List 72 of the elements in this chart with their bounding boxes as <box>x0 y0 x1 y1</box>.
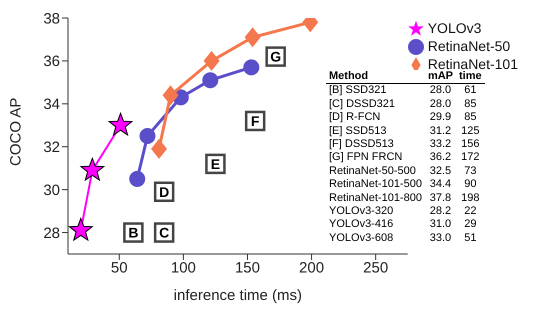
text: 172 <box>460 151 480 165</box>
x-tick-label: 150 <box>234 260 260 277</box>
annotation: RetinaNet-101-500 <box>328 178 423 192</box>
y-tick-label: 28 <box>43 224 60 242</box>
point <box>129 170 146 187</box>
text: 34.4 <box>428 178 452 192</box>
y-tick-label: 36 <box>43 53 60 70</box>
text: time <box>458 70 483 84</box>
point <box>243 59 260 76</box>
annotation: E <box>210 156 220 172</box>
y-tick-label: 30 <box>43 182 60 199</box>
point <box>108 112 132 136</box>
text: 33.2 <box>428 138 452 152</box>
text: 28.0 <box>428 84 452 98</box>
y-tick-label: 38 <box>43 10 60 28</box>
text: 22 <box>463 205 478 218</box>
x-axis-title: inference time (ms) <box>174 287 302 304</box>
x-tick-label: 250 <box>363 260 388 277</box>
text: 125 <box>460 124 480 138</box>
legend-label: RetinaNet-101 <box>428 56 518 72</box>
annotation: YOLOv3-608 <box>328 232 394 246</box>
text: 33.0 <box>428 232 452 246</box>
annotation: D <box>159 184 170 200</box>
annotation: [B] SSD321 <box>328 84 388 98</box>
text: 156 <box>460 138 480 152</box>
annotation: [E] SSD513 <box>328 124 388 138</box>
annotation: G <box>270 48 282 65</box>
point <box>204 50 220 71</box>
annotation: RetinaNet-50-500 <box>328 164 417 178</box>
annotation: YOLOv3-416 <box>328 218 394 232</box>
text: 90 <box>463 178 478 192</box>
annotation: Method <box>328 70 370 84</box>
annotation: [D] R-FCN <box>328 111 382 125</box>
annotation: [G] FPN FRCN <box>328 151 404 165</box>
point <box>80 158 104 181</box>
text: 31.2 <box>428 124 452 138</box>
text: 51 <box>463 232 478 246</box>
point <box>68 218 93 241</box>
text: 28.2 <box>428 205 452 218</box>
text: 36.2 <box>428 151 452 165</box>
annotation: F <box>250 112 260 129</box>
text: 198 <box>460 192 480 206</box>
text: 29.9 <box>428 111 452 125</box>
point <box>162 85 179 106</box>
legend-label: RetinaNet-50 <box>428 38 510 54</box>
text: 73 <box>463 164 478 178</box>
x-tick-label: 50 <box>110 260 128 277</box>
text: 85 <box>463 111 478 125</box>
annotation: [F] DSSD513 <box>328 138 395 152</box>
text: mAP <box>426 70 454 84</box>
annotation: RetinaNet-101-800 <box>328 192 423 206</box>
point <box>151 138 168 159</box>
text: 31.0 <box>428 218 452 232</box>
legend-label: YOLOv3 <box>428 20 482 36</box>
annotation: YOLOv3-320 <box>328 205 394 218</box>
y-tick-label: 32 <box>43 139 60 156</box>
annotation: [C] DSSD321 <box>328 98 396 112</box>
point <box>202 72 218 88</box>
x-tick-label: 100 <box>170 260 196 277</box>
annotation: C <box>159 224 170 241</box>
point <box>139 128 156 144</box>
text: 32.5 <box>428 164 452 178</box>
text: 29 <box>463 218 478 232</box>
text: 85 <box>463 98 478 112</box>
x-tick-label: 200 <box>299 260 324 277</box>
text: 28.0 <box>428 98 452 112</box>
point <box>244 27 261 48</box>
text: 37.8 <box>428 192 452 206</box>
y-tick-label: 34 <box>43 96 60 114</box>
y-axis-title: COCO AP <box>7 98 24 166</box>
annotation: B <box>128 224 138 241</box>
text: 61 <box>463 84 478 98</box>
